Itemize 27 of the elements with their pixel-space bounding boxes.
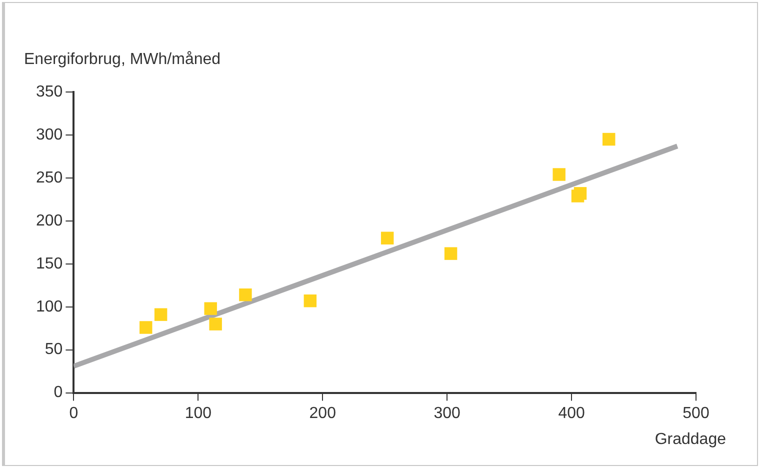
x-axis-title: Graddage [654,431,726,449]
y-axis-title: Energiforbrug, MWh/måned [24,51,221,69]
point [140,321,152,334]
x-tick-label: 300 [434,404,461,422]
point [552,168,566,181]
point [204,302,217,315]
x-tick-label: 200 [309,404,336,422]
point [154,308,168,321]
point [380,232,394,244]
point [571,190,584,202]
x-tick-label: 100 [184,404,212,422]
y-tick-label: 50 [44,341,63,358]
x-tick-label: 500 [682,404,710,422]
y-tick-label: 150 [36,255,63,272]
y-tick-label: 200 [36,212,63,230]
x-tick-label: 400 [558,404,585,422]
y-tick-label: 0 [54,384,63,402]
y-tick-label: 350 [36,83,63,100]
point [209,318,222,330]
point [602,132,616,146]
x-tick-label: 0 [69,404,78,422]
point [304,294,317,308]
y-tick-label: 250 [36,169,63,186]
y-tick-label: 300 [36,126,63,144]
point [239,288,252,302]
y-tick-label: 100 [36,298,63,316]
point [444,247,458,260]
